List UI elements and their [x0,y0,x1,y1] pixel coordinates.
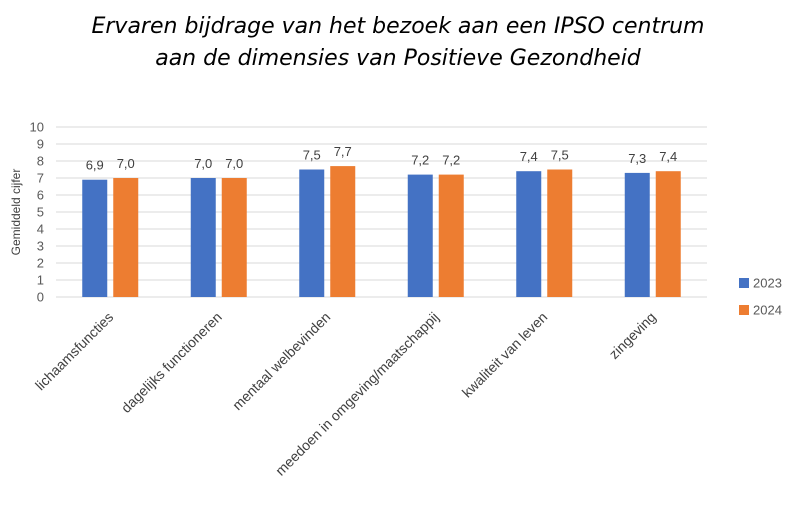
data-label: 7,5 [303,148,321,163]
bar-2023 [407,174,433,297]
y-tick-label: 1 [37,273,44,288]
data-label: 7,2 [442,153,460,168]
y-tick-label: 3 [37,239,44,254]
bar-2024 [221,178,247,297]
y-tick-label: 6 [37,188,44,203]
data-label: 7,0 [194,156,212,171]
category-label: zingeving [606,309,659,362]
legend-swatch-2024 [739,305,749,315]
y-tick-label: 0 [37,290,44,305]
y-axis-ticks: 0 1 2 3 4 5 6 7 8 9 10 [30,120,44,305]
data-label: 7,4 [659,149,677,164]
y-tick-label: 4 [37,222,44,237]
category-label: lichaamsfuncties [32,309,116,393]
data-label: 7,4 [520,149,538,164]
bar-2023 [190,178,216,297]
y-tick-label: 9 [37,137,44,152]
bar-2024 [438,174,464,297]
data-label: 7,3 [628,151,646,166]
bar-2024 [330,166,356,297]
category-labels: lichaamsfuncties dagelijks functioneren me… [32,309,659,479]
data-label: 7,5 [551,148,569,163]
category-label: dagelijks functioneren [118,309,225,416]
bars [82,166,681,297]
data-labels: 6,9 7,0 7,0 7,0 7,5 7,7 7,2 7,2 7,4 7,5 7,3 7,4 [86,144,678,173]
y-tick-label: 5 [37,205,44,220]
legend: 2023 2024 [739,276,782,318]
y-tick-label: 8 [37,154,44,169]
legend-label: 2023 [753,276,782,291]
data-label: 7,0 [225,156,243,171]
bar-2024 [113,178,139,297]
y-tick-label: 2 [37,256,44,271]
data-label: 7,0 [117,156,135,171]
legend-label: 2024 [753,303,782,318]
bar-2024 [547,169,573,297]
bar-2023 [82,179,108,297]
y-tick-label: 7 [37,171,44,186]
data-label: 7,2 [411,153,429,168]
category-label: mentaal welbevinden [229,309,333,413]
bar-2024 [655,171,681,297]
gridlines [56,126,707,298]
category-label: kwaliteit van leven [459,309,551,401]
bar-2023 [299,169,325,297]
chart-title-line-1: Ervaren bijdrage van het bezoek aan een … [91,14,704,39]
data-label: 7,7 [334,144,352,159]
y-tick-label: 10 [30,120,44,135]
chart-title-line-2: aan de dimensies van Positieve Gezondhei… [155,46,642,71]
data-label: 6,9 [86,158,104,173]
bar-2023 [624,172,650,297]
legend-swatch-2023 [739,278,749,288]
y-axis-title: Gemiddeld cijfer [9,169,23,256]
bar-2023 [516,171,542,297]
